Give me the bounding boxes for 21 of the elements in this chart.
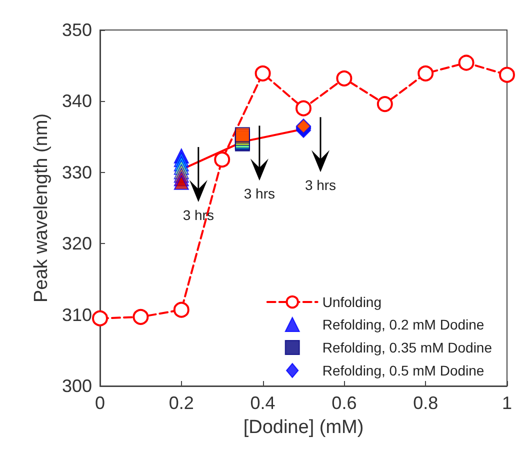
legend-label: Refolding, 0.35 mM Dodine xyxy=(322,340,492,356)
x-tick-label: 0.8 xyxy=(413,393,438,413)
x-tick-label: 0 xyxy=(94,393,106,413)
x-tick-label: 0.4 xyxy=(250,393,276,413)
legend-label: Unfolding xyxy=(322,294,382,310)
y-tick-label: 310 xyxy=(62,304,92,325)
annotation: 3 hrs xyxy=(244,186,276,202)
y-tick-label: 350 xyxy=(62,20,92,40)
x-tick-label: 0.6 xyxy=(332,393,357,413)
y-tick-label: 330 xyxy=(62,162,92,182)
y-tick-label: 340 xyxy=(62,91,92,112)
y-tick-label: 300 xyxy=(62,376,92,396)
annotation: 3 hrs xyxy=(182,207,214,224)
y-tick-label: 320 xyxy=(62,234,92,254)
annotation: 3 hrs xyxy=(304,177,336,194)
legend-label: Refolding, 0.5 mM Dodine xyxy=(322,362,484,378)
y-axis-title: Peak wavelength (nm) xyxy=(31,113,52,303)
x-axis-title: [Dodine] (mM) xyxy=(243,417,364,438)
x-tick-label: 0.2 xyxy=(168,393,194,413)
x-tick-label: 1 xyxy=(502,393,512,413)
legend-label: Refolding, 0.2 mM Dodine xyxy=(322,316,484,332)
